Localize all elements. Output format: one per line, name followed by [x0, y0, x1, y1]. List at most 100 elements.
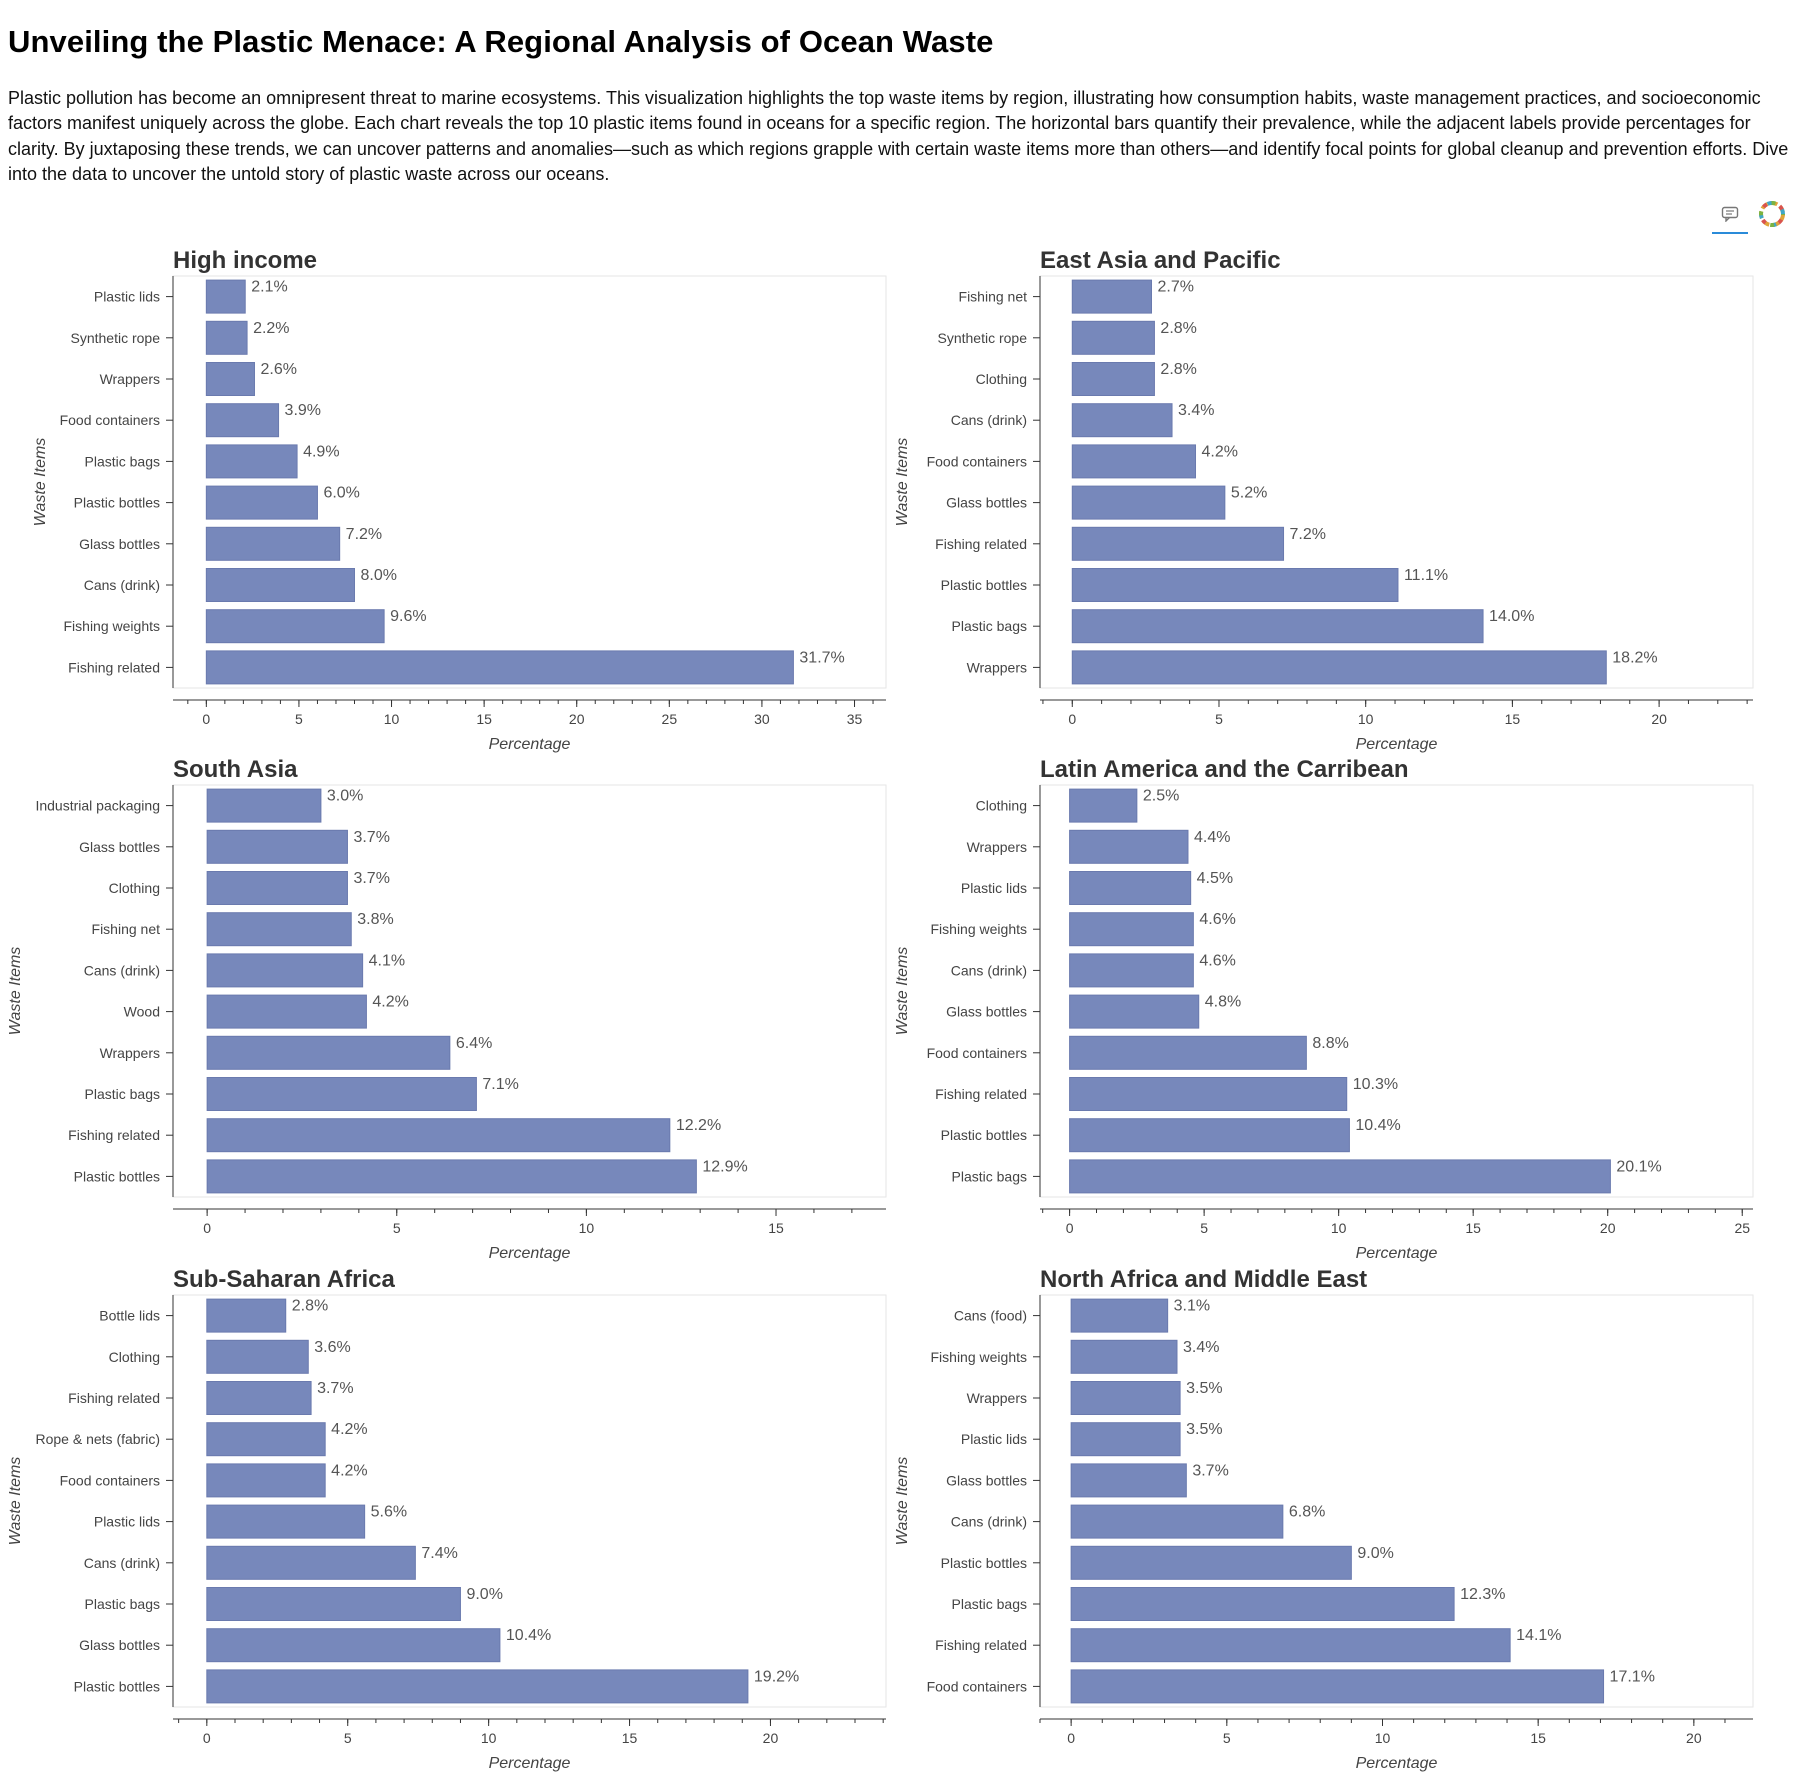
bar[interactable] — [1070, 1339, 1178, 1374]
x-tick-label: 20 — [1651, 711, 1667, 727]
bar[interactable] — [205, 650, 794, 685]
bar[interactable] — [1070, 1463, 1187, 1498]
category-label: Glass bottles — [946, 1472, 1027, 1488]
bar[interactable] — [206, 1298, 287, 1333]
bar[interactable] — [1069, 953, 1194, 988]
bar[interactable] — [1069, 1077, 1348, 1111]
y-axis-title: Waste Items — [7, 947, 24, 1036]
bar[interactable] — [1069, 1118, 1350, 1153]
bar[interactable] — [1070, 1587, 1455, 1621]
data-label: 14.1% — [1516, 1627, 1561, 1644]
x-tick-label: 0 — [203, 1730, 211, 1746]
bar[interactable] — [206, 1669, 749, 1704]
bar[interactable] — [206, 1118, 671, 1153]
category-label: Wood — [124, 1004, 160, 1020]
x-tick-label: 15 — [1505, 711, 1521, 727]
bar[interactable] — [205, 609, 385, 644]
category-label: Fishing net — [92, 921, 161, 937]
bar[interactable] — [205, 568, 355, 602]
bar[interactable] — [206, 1381, 312, 1415]
category-label: Fishing related — [935, 1086, 1027, 1102]
bar[interactable] — [206, 994, 367, 1029]
bar[interactable] — [205, 485, 318, 520]
category-label: Clothing — [976, 371, 1027, 387]
bar[interactable] — [1071, 650, 1607, 685]
bar[interactable] — [206, 953, 364, 988]
bar[interactable] — [205, 403, 280, 438]
bar[interactable] — [205, 444, 298, 479]
category-label: Plastic bags — [952, 1596, 1027, 1612]
category-label: Bottle lids — [99, 1308, 160, 1324]
category-label: Plastic lids — [961, 1431, 1027, 1447]
category-label: Food containers — [927, 1045, 1027, 1061]
bar[interactable] — [206, 788, 322, 823]
x-tick-label: 10 — [1375, 1730, 1391, 1746]
bar[interactable] — [206, 1504, 366, 1539]
bar[interactable] — [206, 829, 348, 864]
bar[interactable] — [1071, 485, 1226, 520]
bar[interactable] — [1070, 1545, 1352, 1580]
bar[interactable] — [206, 912, 352, 947]
x-tick-label: 5 — [1223, 1730, 1231, 1746]
data-label: 3.4% — [1183, 1339, 1219, 1356]
bokeh-logo-button[interactable] — [1754, 200, 1790, 232]
help-icon — [1721, 206, 1739, 227]
bar[interactable] — [1069, 871, 1192, 905]
bar[interactable] — [206, 1463, 326, 1498]
bar[interactable] — [1071, 609, 1484, 644]
x-axis-title: Percentage — [489, 1245, 571, 1262]
data-label: 6.0% — [323, 485, 359, 502]
bar[interactable] — [206, 1628, 501, 1663]
data-label: 8.0% — [360, 567, 396, 584]
bar[interactable] — [1071, 403, 1173, 438]
bar[interactable] — [1069, 1035, 1307, 1070]
bar[interactable] — [1069, 1159, 1611, 1194]
bar[interactable] — [206, 1339, 309, 1374]
bar[interactable] — [1069, 912, 1194, 947]
data-label: 2.8% — [1160, 320, 1196, 337]
bar[interactable] — [205, 279, 246, 314]
bar[interactable] — [1070, 1422, 1181, 1457]
bar[interactable] — [206, 1159, 697, 1194]
bar[interactable] — [1070, 1298, 1169, 1333]
bar[interactable] — [205, 526, 341, 561]
data-label: 2.8% — [292, 1298, 328, 1315]
bar[interactable] — [1069, 994, 1200, 1029]
bar[interactable] — [206, 1035, 451, 1070]
bar[interactable] — [206, 871, 348, 905]
bar[interactable] — [1071, 362, 1155, 396]
category-label: Plastic bottles — [74, 1678, 160, 1694]
help-button[interactable] — [1712, 200, 1748, 234]
bar[interactable] — [1069, 788, 1138, 823]
bar[interactable] — [1070, 1504, 1284, 1539]
x-tick-label: 20 — [1600, 1220, 1616, 1236]
y-axis-title: Waste Items — [7, 1457, 24, 1546]
bar[interactable] — [206, 1422, 326, 1457]
bar[interactable] — [1071, 568, 1399, 602]
bar[interactable] — [206, 1545, 416, 1580]
category-label: Fishing weights — [931, 1349, 1028, 1365]
bar[interactable] — [1069, 829, 1189, 864]
chart-title: High income — [173, 247, 317, 274]
category-label: Rope & nets (fabric) — [36, 1431, 161, 1447]
bar[interactable] — [1071, 444, 1197, 479]
bar[interactable] — [1070, 1669, 1605, 1704]
bar[interactable] — [205, 362, 255, 396]
bar[interactable] — [206, 1077, 477, 1111]
bar[interactable] — [205, 320, 248, 355]
x-tick-label: 20 — [569, 711, 585, 727]
bar[interactable] — [1070, 1381, 1181, 1415]
bar[interactable] — [206, 1587, 461, 1621]
chart-title: North Africa and Middle East — [1040, 1266, 1367, 1293]
category-label: Clothing — [109, 1349, 160, 1365]
bar[interactable] — [1071, 279, 1152, 314]
x-tick-label: 15 — [1530, 1730, 1546, 1746]
page-description: Plastic pollution has become an omnipres… — [8, 88, 1789, 184]
bar[interactable] — [1070, 1628, 1511, 1663]
bar[interactable] — [1071, 526, 1285, 561]
bar[interactable] — [1071, 320, 1155, 355]
data-label: 3.5% — [1186, 1421, 1222, 1438]
chart-title: East Asia and Pacific — [1040, 247, 1281, 274]
category-label: Fishing related — [68, 1390, 160, 1406]
